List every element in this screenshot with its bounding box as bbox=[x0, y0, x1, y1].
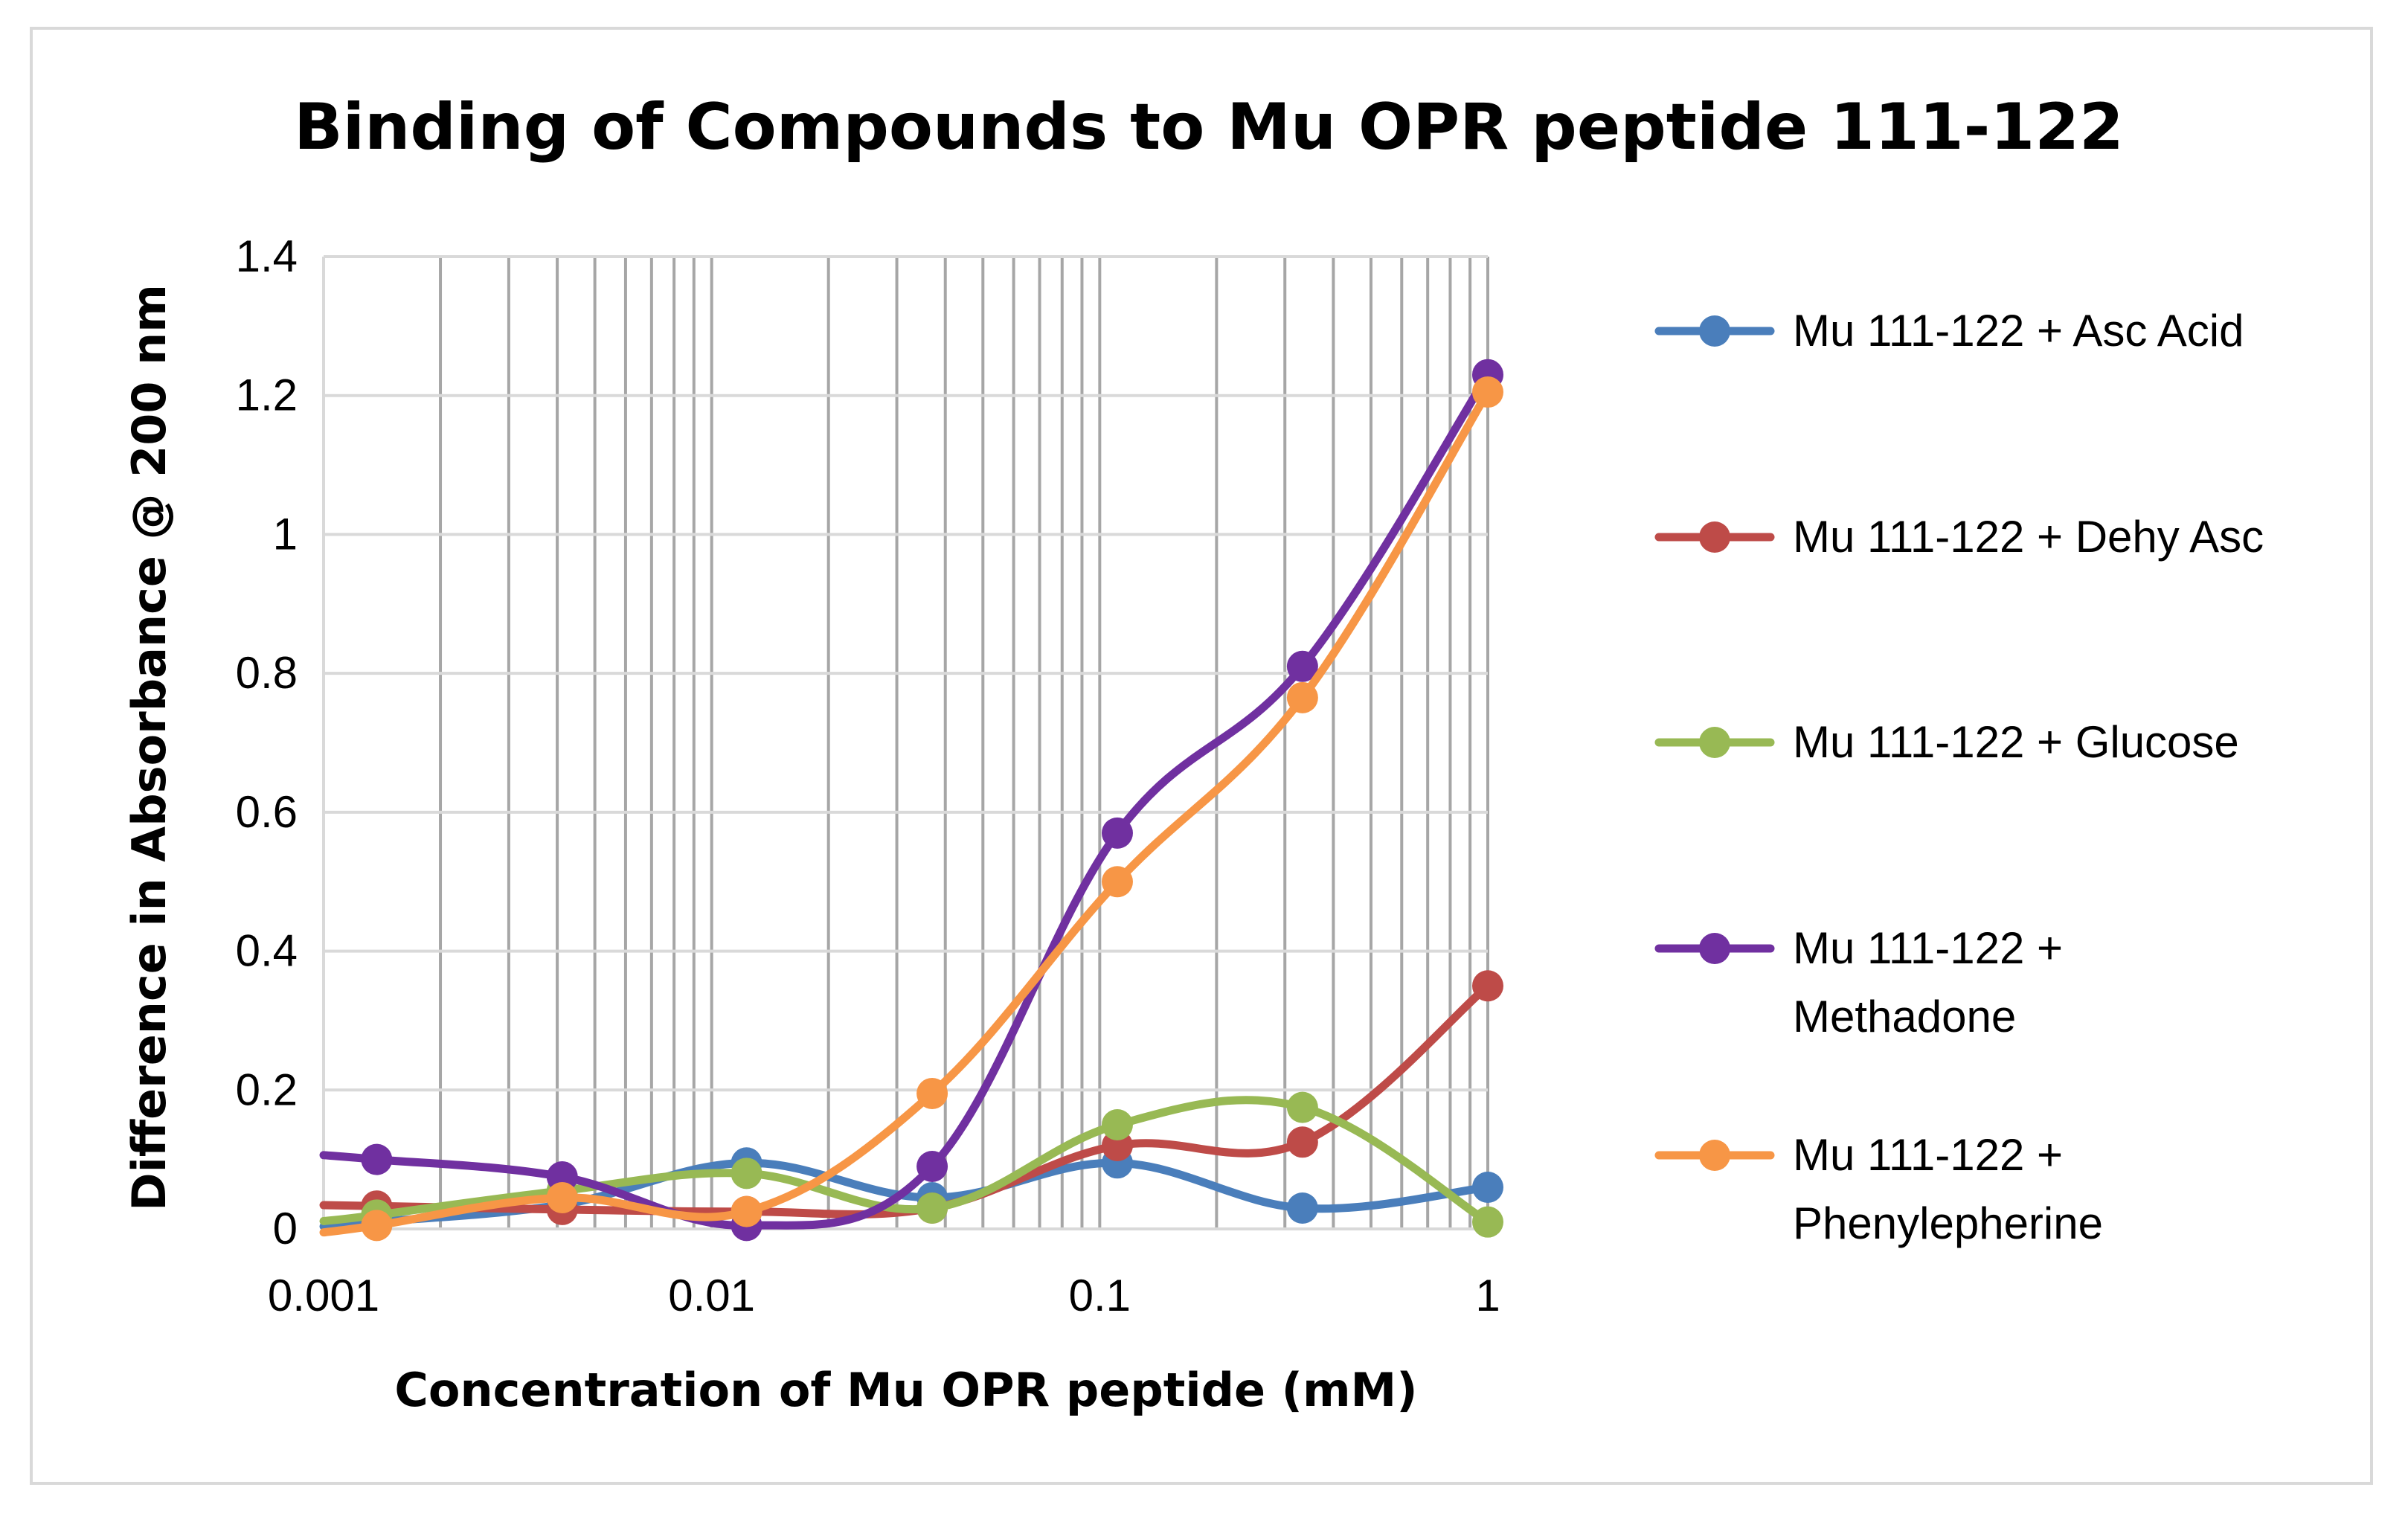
series-line bbox=[319, 1158, 1492, 1230]
y-axis-title: Difference in Absorbance @ 200 nm bbox=[122, 284, 176, 1211]
data-point bbox=[361, 1210, 393, 1242]
x-tick-label: 0.01 bbox=[668, 1271, 755, 1320]
data-point bbox=[1286, 1192, 1318, 1224]
legend-label: Mu 111-122 + Methadone bbox=[1793, 923, 2063, 1041]
data-point bbox=[1101, 1108, 1133, 1140]
legend: Mu 111-122 + Asc Acid Mu 111-122 + Dehy A… bbox=[1654, 306, 2264, 1248]
data-point bbox=[1101, 866, 1133, 898]
legend-marker bbox=[1699, 315, 1730, 347]
axes bbox=[322, 257, 1488, 1230]
data-point bbox=[1286, 681, 1318, 713]
y-tick-label: 1 bbox=[273, 509, 298, 559]
x-tick-label: 0.001 bbox=[268, 1271, 379, 1320]
data-point bbox=[1286, 650, 1318, 682]
data-point bbox=[731, 1158, 762, 1190]
y-tick-label: 0.8 bbox=[236, 648, 298, 698]
data-point bbox=[1472, 1171, 1503, 1203]
data-point bbox=[1101, 817, 1133, 849]
data-point bbox=[1472, 1206, 1503, 1238]
legend-label: Mu 111-122 + Dehy Asc bbox=[1793, 512, 2264, 562]
y-tick-label: 0.6 bbox=[236, 787, 298, 837]
data-point bbox=[916, 1192, 948, 1224]
legend-entry: Mu 111-122 + Methadone bbox=[1654, 923, 2063, 1041]
data-point bbox=[916, 1077, 948, 1109]
legend-entry: Mu 111-122 + Phenylepherine bbox=[1654, 1130, 2103, 1248]
y-tick-label: 0.2 bbox=[236, 1065, 298, 1114]
y-tick-label: 0.4 bbox=[236, 926, 298, 976]
series-layer bbox=[319, 359, 1503, 1242]
data-point bbox=[1286, 1126, 1318, 1158]
x-tick-label: 0.1 bbox=[1069, 1271, 1131, 1320]
legend-marker bbox=[1699, 1140, 1730, 1171]
y-tick-label: 1.4 bbox=[236, 231, 298, 281]
y-tick-label: 1.2 bbox=[236, 370, 298, 420]
legend-label: Mu 111-122 + Glucose bbox=[1793, 717, 2239, 767]
data-point bbox=[1286, 1091, 1318, 1123]
legend-marker bbox=[1699, 727, 1730, 758]
legend-marker bbox=[1699, 521, 1730, 553]
data-point bbox=[731, 1195, 762, 1227]
data-point bbox=[1472, 970, 1503, 1002]
legend-label: Mu 111-122 + Asc Acid bbox=[1793, 306, 2244, 356]
y-tick-label: 0 bbox=[273, 1204, 298, 1253]
legend-marker bbox=[1699, 933, 1730, 964]
data-point bbox=[916, 1150, 948, 1182]
data-point bbox=[1472, 376, 1503, 408]
data-point bbox=[361, 1143, 393, 1175]
legend-entry: Mu 111-122 + Glucose bbox=[1654, 717, 2239, 767]
grid bbox=[322, 255, 1489, 1230]
series-asc-acid bbox=[319, 1147, 1503, 1238]
tick-labels: 0 0.2 0.4 0.6 0.8 1 1.2 1.4 0.001 0.01 0.1 1 bbox=[236, 231, 1500, 1320]
series-phenylepherine bbox=[319, 376, 1503, 1242]
data-point bbox=[546, 1181, 578, 1213]
series-methadone bbox=[319, 359, 1503, 1242]
legend-entry: Mu 111-122 + Dehy Asc bbox=[1654, 512, 2264, 562]
x-axis-title: Concentration of Mu OPR peptide (mM) bbox=[394, 1363, 1417, 1417]
chart-title: Binding of Compounds to Mu OPR peptide 1… bbox=[294, 90, 2124, 164]
x-tick-label: 1 bbox=[1475, 1271, 1500, 1320]
legend-entry: Mu 111-122 + Asc Acid bbox=[1654, 306, 2244, 356]
legend-label: Mu 111-122 + Phenylepherine bbox=[1793, 1130, 2103, 1248]
